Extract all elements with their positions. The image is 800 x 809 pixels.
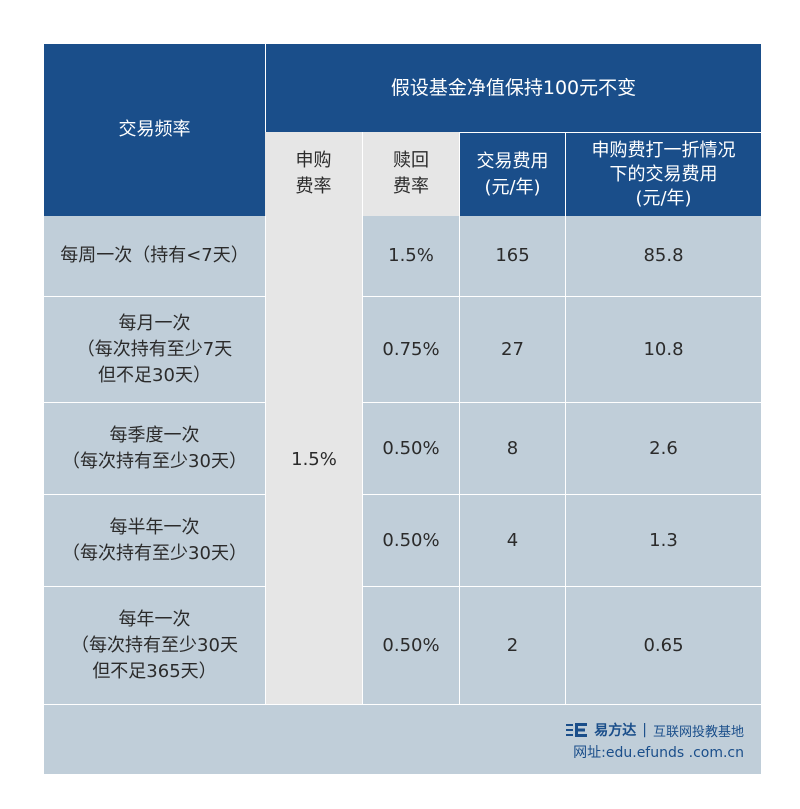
header-redemption-fee: 赎回 费率 [362, 132, 459, 216]
discounted-cost-cell: 0.65 [565, 586, 761, 704]
redemption-rate-cell: 0.75% [362, 296, 459, 402]
transaction-cost-value: 4 [506, 529, 519, 551]
table-row: 每月一次 （每次持有至少7天 但不足30天） [44, 296, 265, 402]
header-redemption-fee-line1: 赎回 [393, 150, 429, 171]
discounted-cost-cell: 10.8 [565, 296, 761, 402]
header-transaction-cost-line1: 交易费用 [476, 150, 549, 172]
transaction-cost-value: 2 [506, 634, 519, 656]
header-subscription-fee-line2: 费率 [295, 176, 332, 197]
footer-band [44, 704, 761, 774]
table-row: 每周一次（持有<7天） [44, 216, 265, 296]
frequency-line: 每周一次（持有<7天） [60, 245, 249, 266]
frequency-line: （每次持有至少30天 [71, 634, 238, 656]
subscription-rate-cell: 1.5% [265, 216, 362, 704]
frequency-line: （每次持有至少30天） [62, 450, 247, 472]
footer-tagline: 互联网投教基地 [652, 724, 744, 740]
transaction-cost-cell: 8 [459, 402, 565, 494]
frequency-line: 但不足365天） [92, 660, 217, 682]
header-discounted-cost-line3: (元/年) [635, 187, 692, 209]
header-discounted-cost-line1: 申购费打一折情况 [591, 139, 736, 161]
frequency-line: 每月一次 [118, 312, 191, 334]
redemption-rate-value: 0.75% [382, 338, 440, 360]
subscription-rate-value: 1.5% [291, 449, 337, 470]
redemption-rate-cell: 0.50% [362, 402, 459, 494]
table-row: 每年一次 （每次持有至少30天 但不足365天） [44, 586, 265, 704]
discounted-cost-value: 85.8 [643, 245, 684, 266]
header-frequency-label: 交易频率 [118, 119, 191, 140]
redemption-rate-value: 0.50% [382, 437, 440, 459]
frequency-line: 但不足30天） [98, 364, 211, 386]
header-assumption: 假设基金净值保持100元不变 [265, 44, 761, 132]
transaction-cost-value: 27 [501, 338, 524, 360]
efunds-logo-icon [566, 723, 588, 737]
discounted-cost-value: 2.6 [649, 437, 678, 459]
discounted-cost-value: 0.65 [643, 634, 684, 656]
transaction-cost-cell: 165 [459, 216, 565, 296]
frequency-line: 每季度一次 [109, 424, 200, 446]
transaction-cost-cell: 2 [459, 586, 565, 704]
transaction-cost-value: 8 [506, 437, 519, 459]
header-discounted-cost: 申购费打一折情况 下的交易费用 (元/年) [565, 132, 761, 216]
footer-website[interactable]: 网址:edu.efunds .com.cn [573, 745, 744, 761]
footer-brand-line: 易方达 | 互联网投教基地 [566, 720, 744, 740]
header-subscription-fee: 申购 费率 [265, 132, 362, 216]
discounted-cost-cell: 2.6 [565, 402, 761, 494]
header-subscription-fee-line1: 申购 [295, 150, 332, 171]
header-transaction-cost: 交易费用 (元/年) [459, 132, 565, 216]
discounted-cost-value: 1.3 [649, 529, 678, 551]
header-discounted-cost-line2: 下的交易费用 [609, 163, 718, 185]
header-redemption-fee-line2: 费率 [393, 176, 429, 197]
frequency-line: （每次持有至少30天） [62, 542, 247, 564]
redemption-rate-value: 0.50% [382, 634, 440, 656]
transaction-cost-value: 165 [495, 245, 530, 266]
redemption-rate-cell: 1.5% [362, 216, 459, 296]
frequency-line: 每年一次 [118, 608, 191, 630]
discounted-cost-cell: 85.8 [565, 216, 761, 296]
transaction-cost-cell: 4 [459, 494, 565, 586]
table-row: 每季度一次 （每次持有至少30天） [44, 402, 265, 494]
table-row: 每半年一次 （每次持有至少30天） [44, 494, 265, 586]
redemption-rate-value: 1.5% [388, 245, 434, 266]
redemption-rate-cell: 0.50% [362, 586, 459, 704]
header-transaction-cost-line2: (元/年) [484, 176, 541, 198]
header-assumption-label: 假设基金净值保持100元不变 [390, 77, 637, 99]
transaction-cost-cell: 27 [459, 296, 565, 402]
discounted-cost-cell: 1.3 [565, 494, 761, 586]
redemption-rate-cell: 0.50% [362, 494, 459, 586]
frequency-line: （每次持有至少7天 [76, 338, 233, 360]
discounted-cost-value: 10.8 [643, 338, 684, 360]
frequency-line: 每半年一次 [109, 516, 200, 538]
redemption-rate-value: 0.50% [382, 529, 440, 551]
footer-separator: | [642, 722, 647, 738]
footer-brand: 易方达 [594, 723, 637, 739]
header-frequency: 交易频率 [44, 44, 265, 216]
